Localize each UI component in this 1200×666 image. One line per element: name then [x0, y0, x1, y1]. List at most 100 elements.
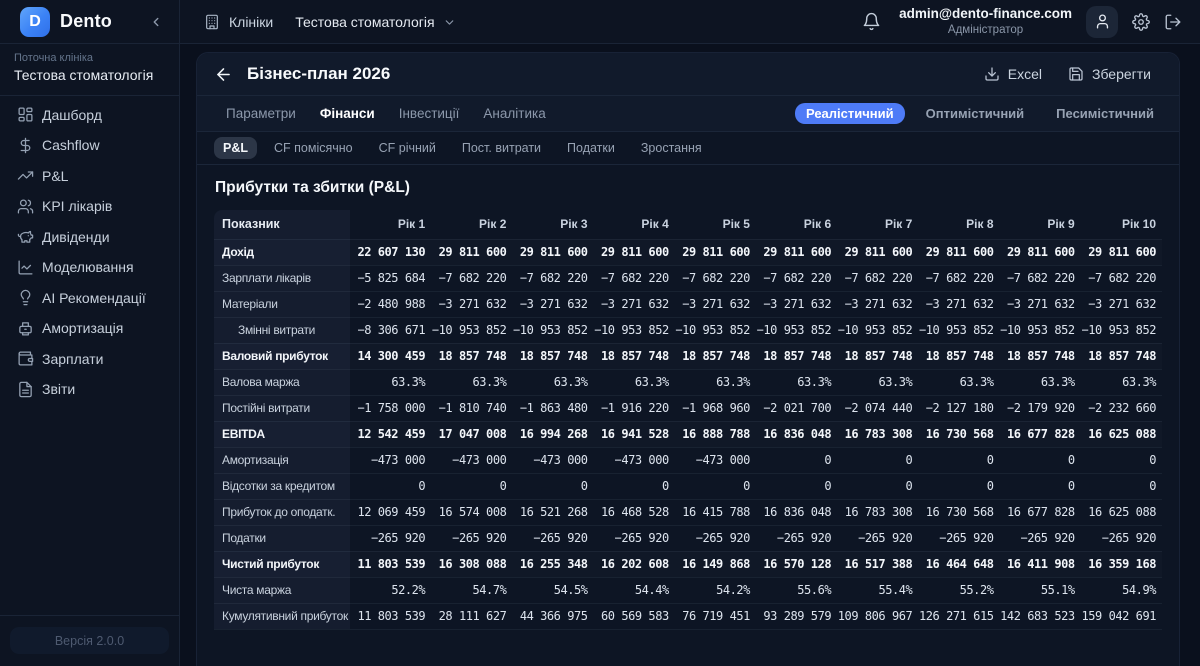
- sidebar-collapse-button[interactable]: [145, 13, 167, 31]
- year-column-header-6: Рік 6: [755, 210, 838, 240]
- metric-value: 18 857 748: [999, 343, 1081, 370]
- notifications-button[interactable]: [862, 12, 881, 31]
- metric-value: 29 811 600: [999, 239, 1081, 266]
- subtab-taxes[interactable]: Податки: [567, 141, 615, 155]
- metric-value: −10 953 852: [512, 317, 594, 344]
- metric-value: 0: [999, 473, 1081, 500]
- metric-value: 93 289 579: [755, 603, 838, 630]
- metric-value: 60 569 583: [593, 603, 675, 630]
- back-button[interactable]: [214, 65, 233, 84]
- sidebar-item-label: Дивіденди: [42, 228, 110, 245]
- arrow-left-icon: [217, 67, 230, 81]
- sidebar-item-label: Дашборд: [42, 106, 102, 123]
- metric-value: 11 803 539: [350, 551, 432, 578]
- tab-finance[interactable]: Фінанси: [319, 106, 375, 121]
- metric-value: 16 625 088: [1080, 421, 1162, 448]
- metric-value: 16 411 908: [999, 551, 1081, 578]
- metric-value: −265 920: [918, 525, 1000, 552]
- subtab-cf-yearly[interactable]: CF річний: [378, 141, 436, 155]
- metric-value: 16 783 308: [837, 499, 919, 526]
- metric-value: −1 863 480: [512, 395, 594, 422]
- metric-label: Валова маржа: [214, 369, 350, 396]
- scenario-optimistic[interactable]: Оптимістичний: [925, 106, 1025, 121]
- metric-value: 16 468 528: [593, 499, 675, 526]
- sidebar-item-dividends[interactable]: Дивіденди: [8, 222, 171, 253]
- metric-value: −7 682 220: [512, 265, 594, 292]
- metric-value: 16 888 788: [674, 421, 756, 448]
- export-excel-button[interactable]: Excel: [984, 66, 1042, 82]
- sidebar-item-kpi-doctors[interactable]: KPI лікарів: [8, 191, 171, 222]
- sidebar-item-modeling[interactable]: Моделювання: [8, 252, 171, 283]
- metric-value: −7 682 220: [837, 265, 919, 292]
- sidebar-item-pnl[interactable]: P&L: [8, 161, 171, 192]
- version-badge: Версія 2.0.0: [10, 627, 169, 654]
- metric-value: 16 464 648: [918, 551, 1000, 578]
- subtab-cf-monthly[interactable]: CF помісячно: [274, 141, 353, 155]
- metric-value: 142 683 523: [999, 603, 1081, 630]
- metric-value: 18 857 748: [593, 343, 675, 370]
- tab-analytics[interactable]: Аналітика: [483, 106, 546, 121]
- page-title: Бізнес-план 2026: [247, 64, 391, 83]
- sidebar-footer: Версія 2.0.0: [0, 615, 179, 666]
- user-avatar-button[interactable]: [1086, 5, 1118, 38]
- metric-value: −265 920: [350, 525, 432, 552]
- metric-value: −1 916 220: [593, 395, 675, 422]
- metric-label: EBITDA: [214, 421, 350, 448]
- metric-value: −10 953 852: [837, 317, 919, 344]
- subtab-growth[interactable]: Зростання: [640, 141, 702, 155]
- topbar: D Dento Клініки Тестова стоматологія adm…: [0, 0, 1200, 44]
- business-plan-card: Бізнес-план 2026 Excel Зберегти Параметр…: [196, 52, 1180, 666]
- sidebar-item-reports[interactable]: Звіти: [8, 374, 171, 405]
- scenario-realistic[interactable]: Реалістичний: [794, 103, 905, 124]
- table-row: Постійні витрати −1 758 000 −1 810 740 −1 8…: [214, 395, 1162, 422]
- sidebar-item-label: P&L: [42, 167, 69, 184]
- table-row: Податки −265 920 −265 920 −265 920 −265 920−…: [214, 525, 1162, 552]
- subtab-fixed-costs[interactable]: Пост. витрати: [461, 141, 542, 155]
- metric-label: Змінні витрати: [214, 317, 350, 344]
- year-column-header-3: Рік 3: [512, 210, 594, 240]
- metric-value: 29 811 600: [593, 239, 675, 266]
- metric-value: 52.2%: [350, 577, 432, 604]
- clinics-nav-button[interactable]: Клініки: [204, 14, 273, 30]
- settings-button[interactable]: [1132, 12, 1150, 31]
- sidebar-item-label: Cashflow: [42, 137, 100, 154]
- save-button[interactable]: Зберегти: [1068, 66, 1151, 82]
- sidebar-item-cashflow[interactable]: Cashflow: [8, 130, 171, 161]
- version-label: Версія 2.0.0: [54, 633, 125, 648]
- sidebar-item-ai-recommendations[interactable]: AI Рекомендації: [8, 283, 171, 314]
- user-icon: [1096, 14, 1108, 29]
- sidebar-item-salaries[interactable]: Зарплати: [8, 344, 171, 375]
- sidebar-item-dashboard[interactable]: Дашборд: [8, 100, 171, 131]
- year-column-header-7: Рік 7: [837, 210, 919, 240]
- metric-value: −10 953 852: [999, 317, 1081, 344]
- clinic-selector[interactable]: Тестова стоматологія: [295, 14, 455, 30]
- metric-value: −5 825 684: [350, 265, 432, 292]
- metric-value: 16 836 048: [755, 421, 838, 448]
- metric-value: 0: [837, 473, 919, 500]
- metric-value: 16 574 008: [431, 499, 513, 526]
- metric-value: −473 000: [350, 447, 432, 474]
- metric-label: Зарплати лікарів: [214, 265, 350, 292]
- metric-value: 29 811 600: [755, 239, 838, 266]
- scenario-pessimistic[interactable]: Песимістичний: [1056, 106, 1154, 121]
- metric-value: −1 968 960: [674, 395, 756, 422]
- metric-value: −8 306 671: [350, 317, 432, 344]
- logout-button[interactable]: [1164, 13, 1182, 31]
- tab-parameters[interactable]: Параметри: [226, 106, 296, 121]
- metric-value: −265 920: [431, 525, 513, 552]
- metric-value: −473 000: [674, 447, 756, 474]
- sidebar-item-amortization[interactable]: Амортизація: [8, 313, 171, 344]
- chevron-down-icon: [443, 16, 456, 29]
- tab-investments[interactable]: Інвестиції: [398, 106, 460, 121]
- metric-value: 18 857 748: [918, 343, 1000, 370]
- metric-value: 18 857 748: [512, 343, 594, 370]
- table-row: Амортизація −473 000 −473 000 −473 000 −473 …: [214, 447, 1162, 474]
- current-clinic-name: Тестова стоматологія: [14, 67, 154, 84]
- subtab-pnl[interactable]: P&L: [214, 137, 257, 159]
- metric-value: 63.3%: [512, 369, 594, 396]
- metric-value: −473 000: [593, 447, 675, 474]
- current-clinic-block: Поточна клініка Тестова стоматологія: [0, 44, 179, 96]
- sidebar-item-label: Моделювання: [42, 259, 134, 276]
